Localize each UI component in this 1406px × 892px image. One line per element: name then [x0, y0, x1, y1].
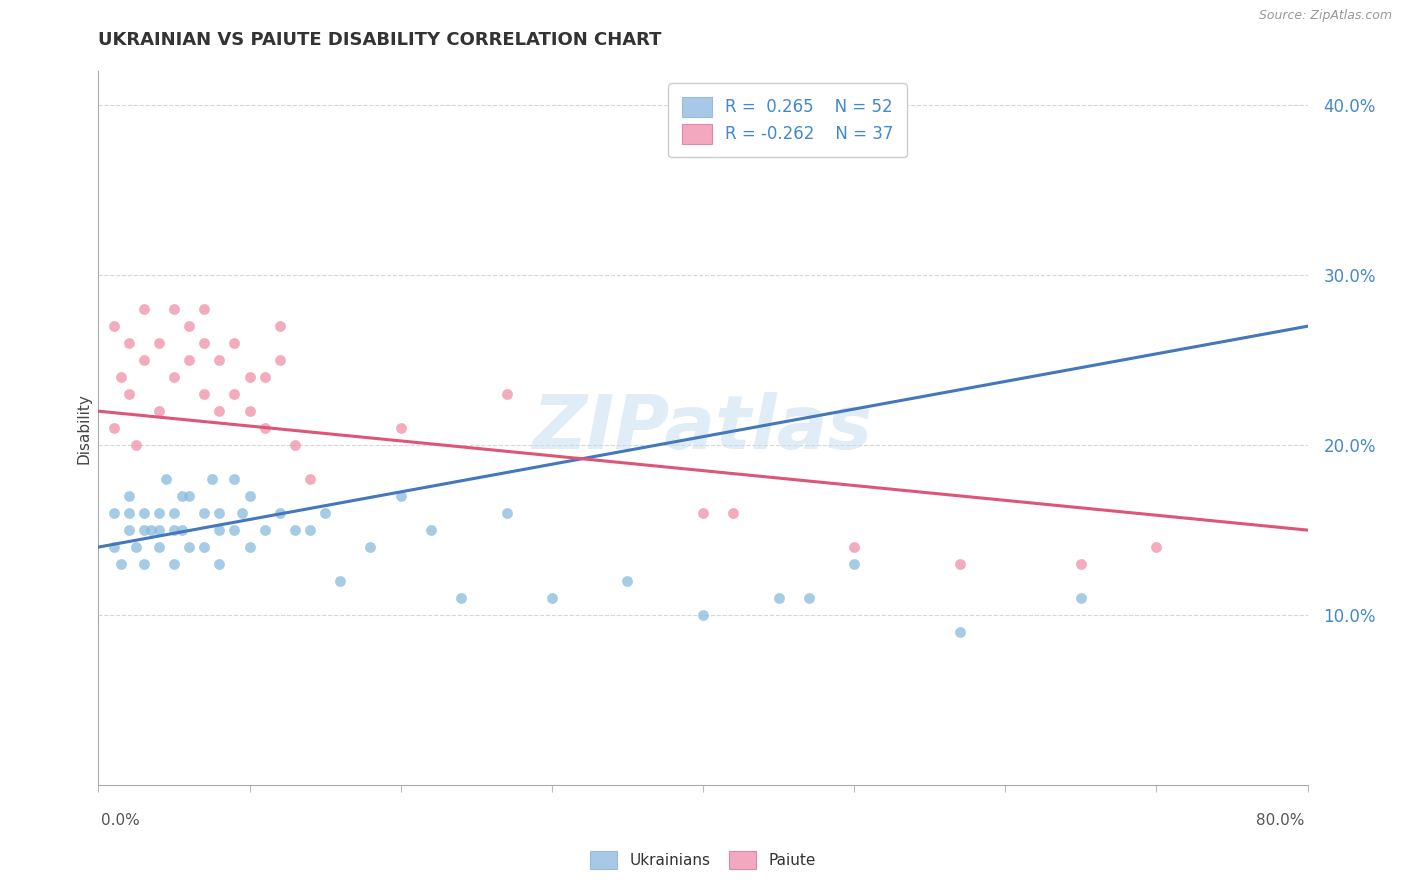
- Point: [208, 557, 231, 571]
- Point: [179, 489, 201, 503]
- Point: [118, 506, 141, 520]
- Point: [768, 591, 790, 605]
- Point: [193, 336, 215, 351]
- Point: [148, 523, 170, 537]
- Point: [118, 523, 141, 537]
- Point: [239, 370, 262, 384]
- Point: [163, 370, 186, 384]
- Point: [163, 557, 186, 571]
- Point: [299, 472, 322, 486]
- Point: [208, 353, 231, 368]
- Point: [132, 302, 155, 317]
- Point: [314, 506, 336, 520]
- Point: [1070, 591, 1092, 605]
- Text: 0.0%: 0.0%: [101, 814, 141, 828]
- Point: [103, 421, 125, 435]
- Point: [284, 438, 307, 452]
- Point: [110, 557, 132, 571]
- Point: [148, 336, 170, 351]
- Point: [231, 506, 253, 520]
- Point: [193, 540, 215, 554]
- Point: [299, 523, 322, 537]
- Point: [692, 608, 714, 623]
- Point: [949, 625, 972, 640]
- Point: [329, 574, 352, 588]
- Point: [179, 319, 201, 334]
- Text: 80.0%: 80.0%: [1257, 814, 1305, 828]
- Point: [163, 506, 186, 520]
- Point: [103, 319, 125, 334]
- Point: [193, 302, 215, 317]
- Point: [224, 387, 246, 401]
- Point: [692, 506, 714, 520]
- Point: [360, 540, 382, 554]
- Point: [132, 506, 155, 520]
- Text: ZIPatlas: ZIPatlas: [533, 392, 873, 465]
- Point: [797, 591, 820, 605]
- Point: [193, 506, 215, 520]
- Point: [170, 523, 193, 537]
- Point: [239, 404, 262, 418]
- Point: [170, 489, 193, 503]
- Point: [389, 421, 412, 435]
- Point: [163, 302, 186, 317]
- Point: [1146, 540, 1168, 554]
- Point: [208, 523, 231, 537]
- Point: [118, 489, 141, 503]
- Point: [201, 472, 224, 486]
- Point: [253, 370, 276, 384]
- Point: [125, 540, 148, 554]
- Point: [253, 523, 276, 537]
- Point: [148, 404, 170, 418]
- Point: [125, 438, 148, 452]
- Point: [148, 506, 170, 520]
- Point: [224, 472, 246, 486]
- Point: [450, 591, 472, 605]
- Point: [540, 591, 562, 605]
- Point: [155, 472, 177, 486]
- Point: [208, 506, 231, 520]
- Point: [420, 523, 443, 537]
- Point: [132, 523, 155, 537]
- Y-axis label: Disability: Disability: [76, 392, 91, 464]
- Point: [148, 540, 170, 554]
- Point: [132, 557, 155, 571]
- Point: [179, 540, 201, 554]
- Point: [284, 523, 307, 537]
- Point: [723, 506, 745, 520]
- Text: UKRAINIAN VS PAIUTE DISABILITY CORRELATION CHART: UKRAINIAN VS PAIUTE DISABILITY CORRELATI…: [98, 31, 662, 49]
- Point: [118, 387, 141, 401]
- Point: [193, 387, 215, 401]
- Point: [253, 421, 276, 435]
- Point: [239, 489, 262, 503]
- Point: [224, 336, 246, 351]
- Point: [269, 353, 291, 368]
- Point: [239, 540, 262, 554]
- Point: [118, 336, 141, 351]
- Point: [844, 540, 866, 554]
- Point: [179, 353, 201, 368]
- Point: [141, 523, 163, 537]
- Point: [616, 574, 638, 588]
- Point: [844, 557, 866, 571]
- Point: [389, 489, 412, 503]
- Point: [495, 387, 517, 401]
- Point: [495, 506, 517, 520]
- Point: [103, 506, 125, 520]
- Point: [269, 506, 291, 520]
- Point: [269, 319, 291, 334]
- Point: [163, 523, 186, 537]
- Text: Source: ZipAtlas.com: Source: ZipAtlas.com: [1258, 9, 1392, 22]
- Point: [224, 523, 246, 537]
- Point: [208, 404, 231, 418]
- Point: [132, 353, 155, 368]
- Point: [949, 557, 972, 571]
- Legend: Ukrainians, Paiute: Ukrainians, Paiute: [583, 845, 823, 875]
- Point: [110, 370, 132, 384]
- Legend: R =  0.265    N = 52, R = -0.262    N = 37: R = 0.265 N = 52, R = -0.262 N = 37: [668, 83, 907, 157]
- Point: [103, 540, 125, 554]
- Point: [1070, 557, 1092, 571]
